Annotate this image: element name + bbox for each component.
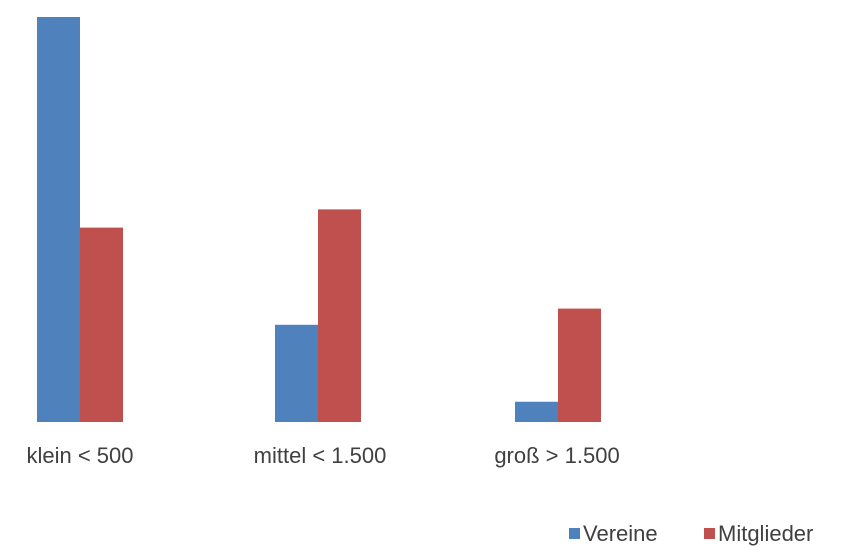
bar-vereine-3: [515, 401, 558, 422]
bar-mitglieder-1: [80, 227, 123, 422]
bar-mitglieder-2: [318, 209, 361, 422]
bars-group: [37, 17, 601, 422]
category-labels: klein < 500 mittel < 1.500 groß > 1.500: [26, 443, 619, 468]
legend-swatch-vereine: [569, 528, 580, 539]
legend-label-mitglieder: Mitglieder: [718, 521, 813, 546]
legend: Vereine Mitglieder: [569, 521, 813, 546]
category-label-3: groß > 1.500: [494, 443, 619, 468]
legend-label-vereine: Vereine: [583, 521, 658, 546]
legend-swatch-mitglieder: [704, 528, 715, 539]
bar-mitglieder-3: [558, 308, 601, 422]
bar-vereine-2: [275, 324, 318, 422]
bar-vereine-1: [37, 17, 80, 422]
category-label-1: klein < 500: [26, 443, 133, 468]
category-label-2: mittel < 1.500: [254, 443, 387, 468]
